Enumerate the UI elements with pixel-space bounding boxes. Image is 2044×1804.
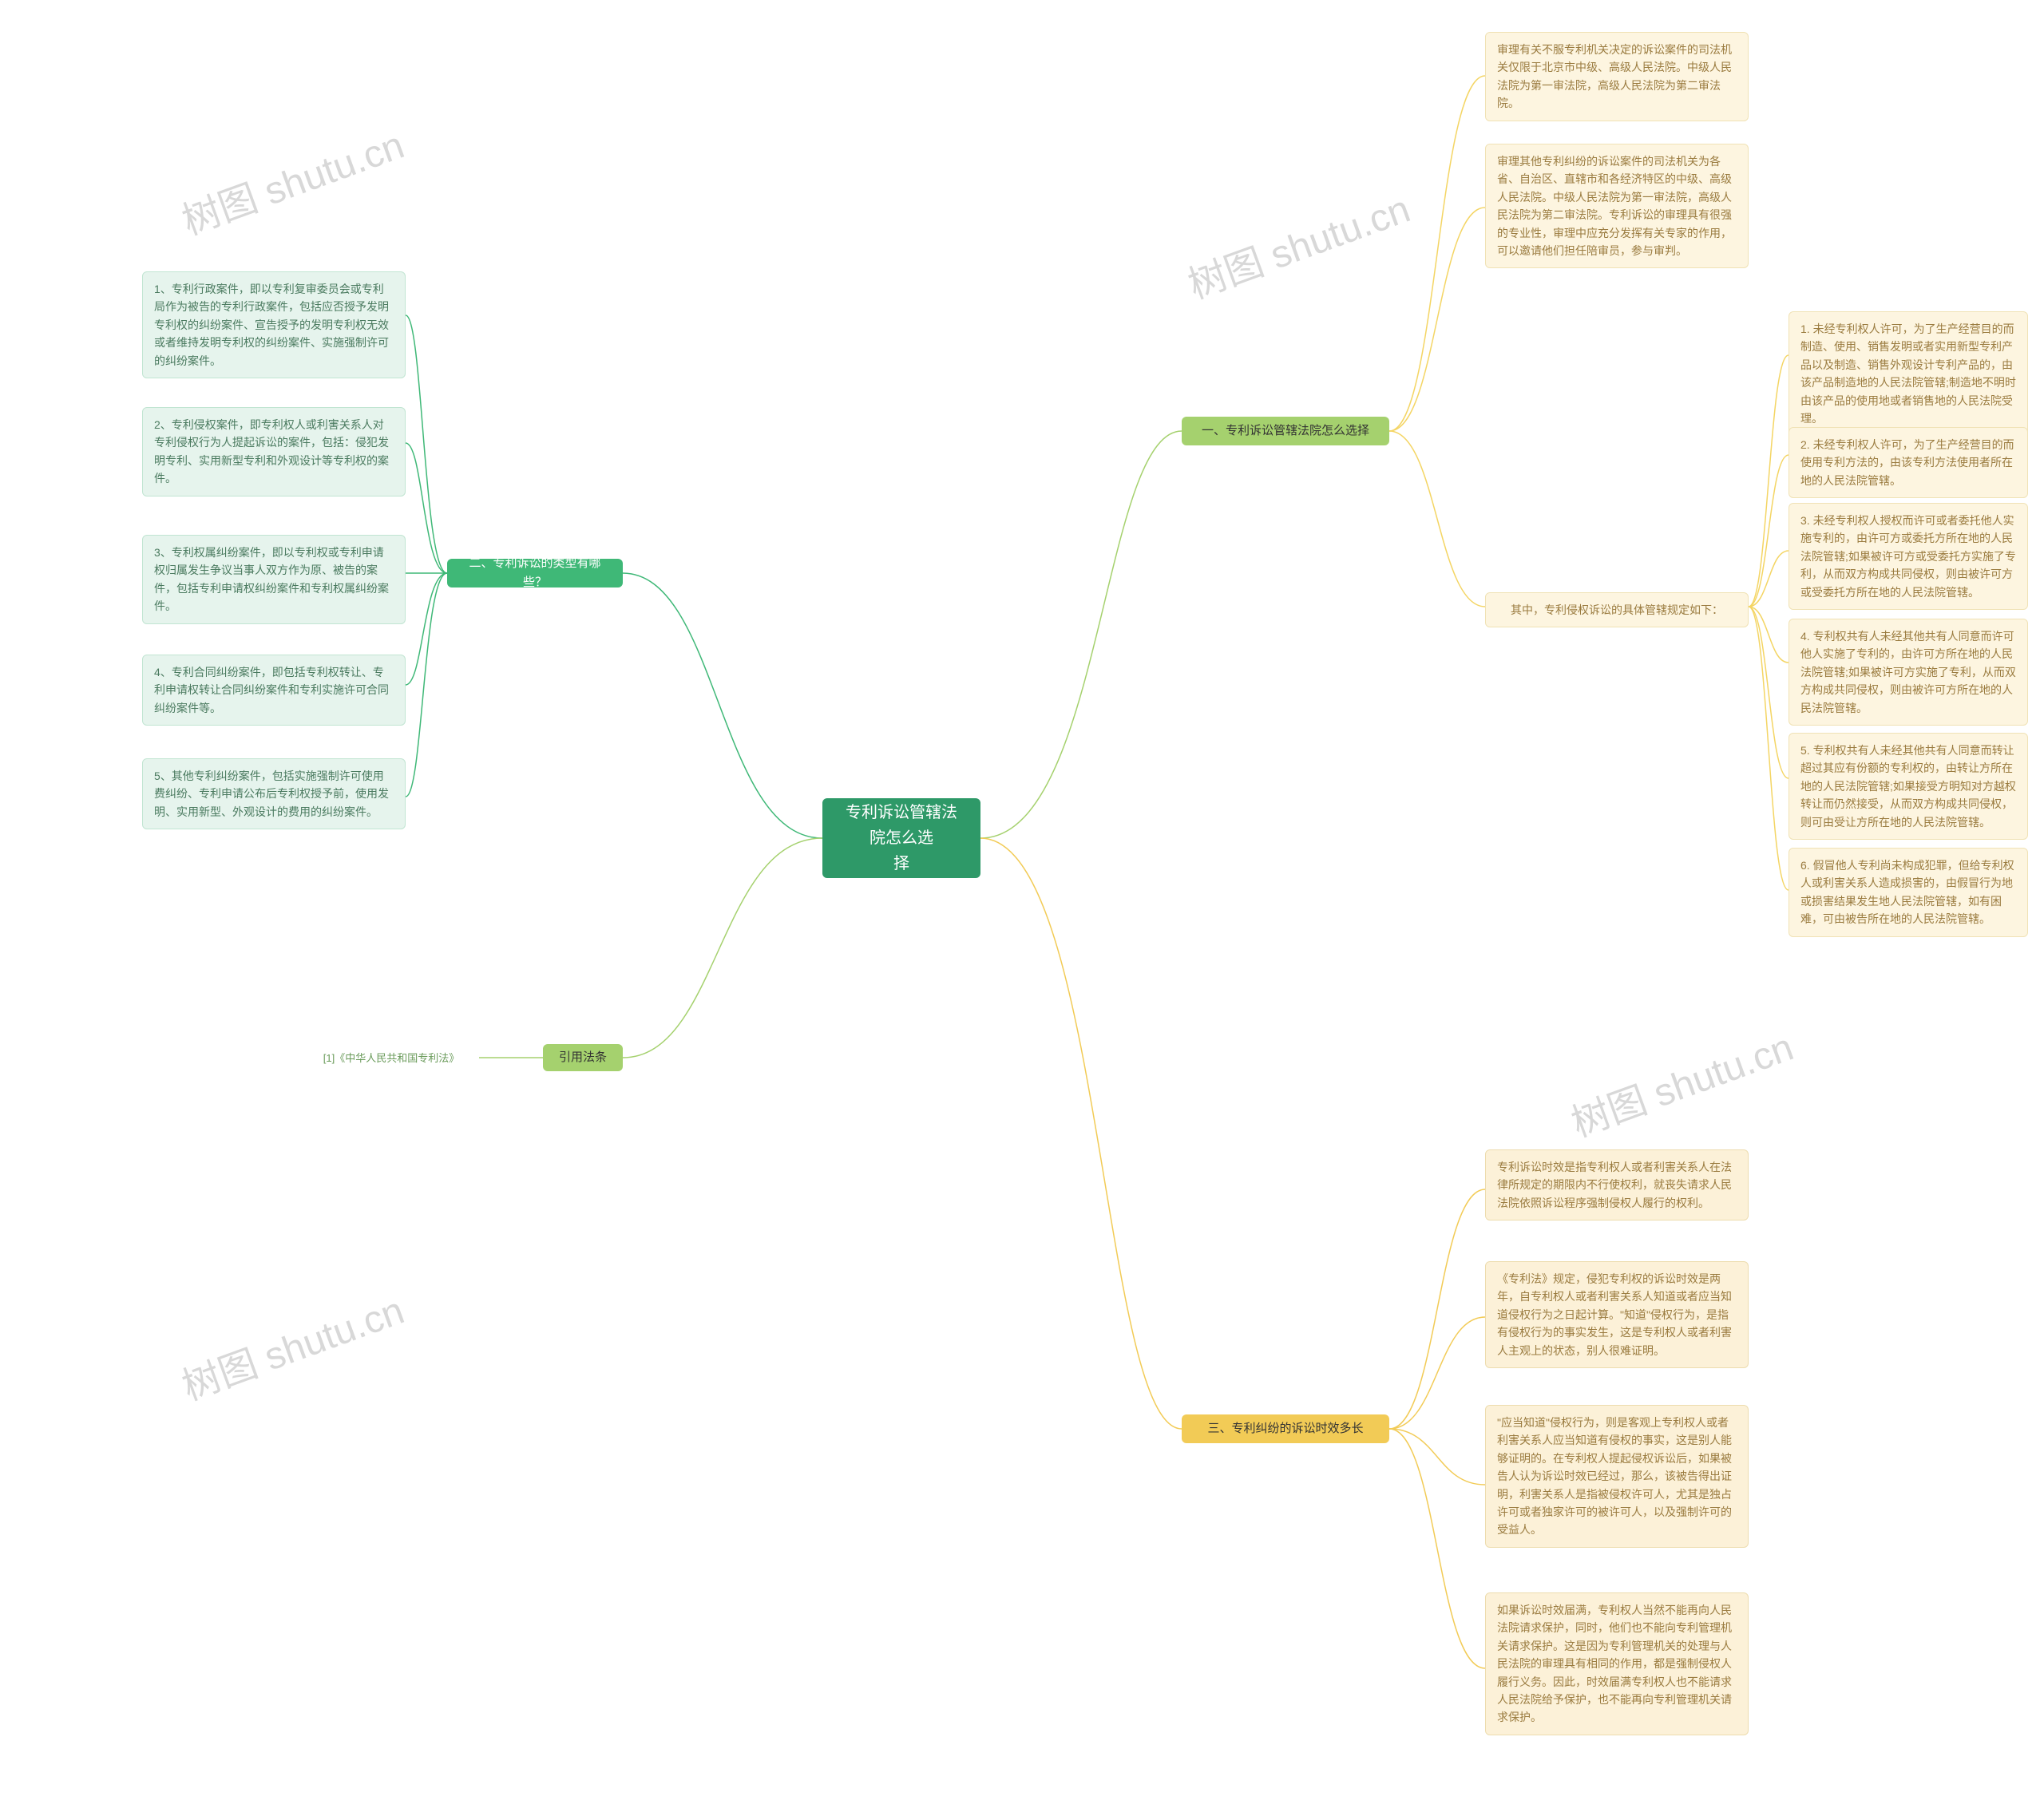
- branch-limitation: 三、专利纠纷的诉讼时效多长: [1182, 1414, 1389, 1443]
- branch-types: 二、专利诉讼的类型有哪些？: [447, 559, 623, 587]
- leaf-types-1: 1、专利行政案件，即以专利复审委员会或专利局作为被告的专利行政案件，包括应否授予…: [142, 271, 406, 378]
- branch-citation: 引用法条: [543, 1044, 623, 1071]
- leaf-lim-4: 如果诉讼时效届满，专利权人当然不能再向人民法院请求保护，同时，他们也不能向专利管…: [1485, 1592, 1749, 1735]
- leaf-infr-4: 4. 专利权共有人未经其他共有人同意而许可他人实施了专利的，由许可方所在地的人民…: [1788, 619, 2028, 726]
- leaf-types-3: 3、专利权属纠纷案件，即以专利权或专利申请权归属发生争议当事人双方作为原、被告的…: [142, 535, 406, 624]
- leaf-lim-3: "应当知道"侵权行为，则是客观上专利权人或者利害关系人应当知道有侵权的事实，这是…: [1485, 1405, 1749, 1548]
- leaf-types-5: 5、其他专利纠纷案件，包括实施强制许可使用费纠纷、专利申请公布后专利权授予前，使…: [142, 758, 406, 829]
- leaf-citation: [1]《中华人民共和国专利法》: [303, 1047, 479, 1070]
- watermark: 树图 shutu.cn: [1563, 1015, 1800, 1147]
- leaf-infr-5: 5. 专利权共有人未经其他共有人同意而转让超过其应有份额的专利权的，由转让方所在…: [1788, 733, 2028, 840]
- leaf-lim-2: 《专利法》规定，侵犯专利权的诉讼时效是两年，自专利权人或者利害关系人知道或者应当…: [1485, 1261, 1749, 1368]
- subnode-infringement: 其中，专利侵权诉讼的具体管辖规定如下：: [1485, 592, 1749, 627]
- watermark: 树图 shutu.cn: [173, 1279, 410, 1410]
- leaf-types-2: 2、专利侵权案件，即专利权人或利害关系人对专利侵权行为人提起诉讼的案件，包括：侵…: [142, 407, 406, 496]
- leaf-infr-6: 6. 假冒他人专利尚未构成犯罪，但给专利权人或利害关系人造成损害的，由假冒行为地…: [1788, 848, 2028, 937]
- leaf-lim-1: 专利诉讼时效是指专利权人或者利害关系人在法律所规定的期限内不行使权利，就丧失请求…: [1485, 1149, 1749, 1220]
- leaf-infr-2: 2. 未经专利权人许可，为了生产经营目的而使用专利方法的，由该专利方法使用者所在…: [1788, 427, 2028, 498]
- watermark: 树图 shutu.cn: [173, 113, 410, 245]
- leaf-juris-top-1: 审理有关不服专利机关决定的诉讼案件的司法机关仅限于北京市中级、高级人民法院。中级…: [1485, 32, 1749, 121]
- leaf-juris-top-2: 审理其他专利纠纷的诉讼案件的司法机关为各省、自治区、直辖市和各经济特区的中级、高…: [1485, 144, 1749, 268]
- leaf-infr-1: 1. 未经专利权人许可，为了生产经营目的而制造、使用、销售发明或者实用新型专利产…: [1788, 311, 2028, 436]
- watermark: 树图 shutu.cn: [1179, 177, 1416, 309]
- leaf-infr-3: 3. 未经专利权人授权而许可或者委托他人实施专利的，由许可方或委托方所在地的人民…: [1788, 503, 2028, 610]
- branch-jurisdiction: 一、专利诉讼管辖法院怎么选择: [1182, 417, 1389, 445]
- leaf-types-4: 4、专利合同纠纷案件，即包括专利权转让、专利申请权转让合同纠纷案件和专利实施许可…: [142, 655, 406, 726]
- root-node: 专利诉讼管辖法院怎么选 择: [822, 798, 980, 878]
